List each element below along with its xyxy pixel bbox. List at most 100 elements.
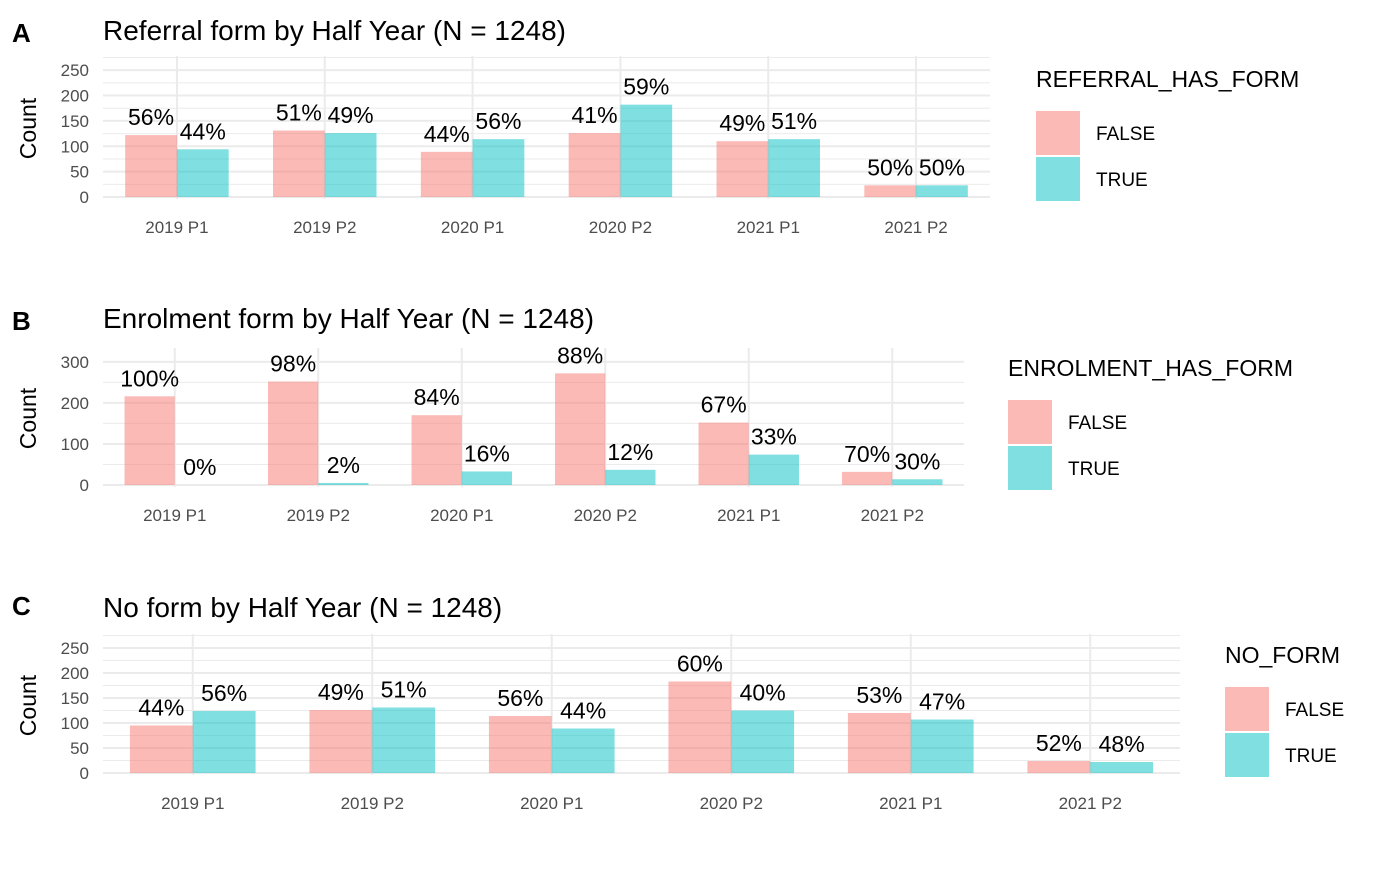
panel-c-data-label: 44% bbox=[138, 695, 184, 721]
panel-a-bar-false bbox=[420, 151, 473, 197]
panel-b-data-label: 33% bbox=[751, 424, 797, 450]
panel-c-y-tick-label: 50 bbox=[70, 739, 89, 758]
panel-c-bar-true bbox=[372, 707, 436, 773]
panel-c-title: No form by Half Year (N = 1248) bbox=[103, 592, 502, 623]
panel-c-data-label: 52% bbox=[1036, 730, 1082, 756]
panel-a-bar-false bbox=[125, 135, 177, 197]
panel-b-data-label: 100% bbox=[120, 365, 179, 391]
panel-c-bar-false bbox=[309, 710, 373, 773]
panel-b-y-tick-label: 0 bbox=[80, 476, 89, 495]
panel-c-x-tick-label: 2021 P1 bbox=[879, 794, 942, 813]
panel-b-legend-swatch-true bbox=[1008, 446, 1052, 490]
panel-b-bar-true bbox=[748, 454, 799, 485]
panel-b-x-tick-label: 2019 P2 bbox=[287, 506, 350, 525]
panel-a-bar-false bbox=[864, 185, 917, 197]
panel-c-bar-true bbox=[1090, 762, 1154, 773]
panel-b-bar-false bbox=[698, 422, 749, 485]
panel-a-data-label: 50% bbox=[867, 154, 913, 180]
panel-a-y-tick-label: 150 bbox=[61, 112, 89, 131]
panel-a-data-label: 51% bbox=[771, 108, 817, 134]
panel-c-legend-label-true: TRUE bbox=[1285, 746, 1337, 767]
panel-c-x-tick-label: 2019 P1 bbox=[161, 794, 224, 813]
panel-c-y-tick-label: 100 bbox=[61, 714, 89, 733]
panel-a-bar-true bbox=[176, 149, 229, 197]
panel-a-x-tick-label: 2020 P2 bbox=[589, 218, 652, 237]
panel-c-x-tick-label: 2019 P2 bbox=[341, 794, 404, 813]
panel-a-bar-false bbox=[568, 133, 621, 197]
panel-b-bar-false bbox=[124, 396, 175, 485]
panel-a-data-label: 44% bbox=[424, 121, 470, 147]
panel-b-x-tick-label: 2021 P1 bbox=[717, 506, 780, 525]
panel-a-x-tick-label: 2019 P2 bbox=[293, 218, 356, 237]
panel-c-legend-swatch-false bbox=[1225, 687, 1269, 731]
panel-a-data-label: 50% bbox=[919, 154, 965, 180]
panel-c-bar-true bbox=[731, 710, 795, 773]
panel-b-data-label: 67% bbox=[701, 392, 747, 418]
panel-b-data-label: 30% bbox=[894, 448, 940, 474]
panel-c-bar-true bbox=[551, 728, 615, 773]
panel-b-data-label: 98% bbox=[270, 351, 316, 377]
panel-b-y-tick-label: 200 bbox=[61, 394, 89, 413]
panel-c-data-label: 44% bbox=[560, 698, 606, 724]
panel-c-bar-false bbox=[488, 716, 552, 773]
panel-b-data-label: 70% bbox=[844, 441, 890, 467]
panel-b-y-tick-label: 300 bbox=[61, 353, 89, 372]
panel-c-y-axis-label: Count bbox=[15, 674, 41, 736]
panel-c-bar-true bbox=[910, 719, 974, 773]
panel-c-x-tick-label: 2020 P1 bbox=[520, 794, 583, 813]
panel-b-x-tick-label: 2020 P2 bbox=[574, 506, 637, 525]
panel-a-x-tick-label: 2021 P2 bbox=[884, 218, 947, 237]
panel-c-bar-false bbox=[1027, 761, 1091, 773]
panel-c-legend-label-false: FALSE bbox=[1285, 700, 1344, 721]
panel-a-legend-title: REFERRAL_HAS_FORM bbox=[1036, 66, 1299, 92]
panel-a-data-label: 44% bbox=[180, 118, 226, 144]
panel-c-data-label: 56% bbox=[497, 685, 543, 711]
panel-b-tag: B bbox=[12, 306, 31, 336]
panel-c-data-label: 48% bbox=[1099, 731, 1145, 757]
panel-c-data-label: 47% bbox=[919, 689, 965, 715]
panel-b-bar-true bbox=[461, 471, 512, 485]
panel-a-data-label: 56% bbox=[128, 104, 174, 130]
panel-c-bar-false bbox=[129, 725, 193, 773]
panel-c-legend-swatch-true bbox=[1225, 733, 1269, 777]
panel-b-x-tick-label: 2021 P2 bbox=[861, 506, 924, 525]
panel-a-bar-true bbox=[472, 139, 525, 197]
panel-a-bar-true bbox=[620, 104, 673, 197]
panel-a-x-tick-label: 2021 P1 bbox=[737, 218, 800, 237]
panel-b-bar-false bbox=[411, 415, 462, 485]
panel-b-legend-swatch-false bbox=[1008, 400, 1052, 444]
panel-a-data-label: 41% bbox=[572, 102, 618, 128]
panel-b-y-tick-label: 100 bbox=[61, 435, 89, 454]
panel-b-legend-title: ENROLMENT_HAS_FORM bbox=[1008, 355, 1293, 381]
panel-a-legend-label-true: TRUE bbox=[1096, 170, 1148, 191]
panel-c-data-label: 56% bbox=[201, 680, 247, 706]
panel-c-bar-false bbox=[668, 681, 732, 773]
panel-c-data-label: 53% bbox=[856, 682, 902, 708]
panel-a-data-label: 49% bbox=[328, 102, 374, 128]
panel-b-data-label: 88% bbox=[557, 342, 603, 368]
panel-b-data-label: 0% bbox=[183, 454, 216, 480]
panel-b-y-axis-label: Count bbox=[15, 387, 41, 449]
panel-b-data-label: 84% bbox=[414, 384, 460, 410]
panel-a-bar-true bbox=[768, 139, 820, 197]
panel-a-y-axis-label: Count bbox=[15, 97, 41, 159]
panel-c-data-label: 60% bbox=[677, 651, 723, 677]
panel-b-bar-true bbox=[892, 479, 943, 485]
panel-a-legend-label-false: FALSE bbox=[1096, 124, 1155, 145]
panel-a-y-tick-label: 50 bbox=[70, 163, 89, 182]
panel-c-bar-false bbox=[847, 713, 911, 773]
panel-c-data-label: 49% bbox=[318, 679, 364, 705]
panel-a-legend-swatch-false bbox=[1036, 111, 1080, 155]
panel-c-y-tick-label: 250 bbox=[61, 639, 89, 658]
panel-b-data-label: 16% bbox=[464, 440, 510, 466]
panel-c-y-tick-label: 0 bbox=[80, 764, 89, 783]
panel-c-tag: C bbox=[12, 591, 31, 621]
panel-c-y-tick-label: 150 bbox=[61, 689, 89, 708]
panel-c-data-label: 40% bbox=[740, 680, 786, 706]
panel-b-x-tick-label: 2019 P1 bbox=[143, 506, 206, 525]
panel-a-y-tick-label: 250 bbox=[61, 61, 89, 80]
panel-a-data-label: 49% bbox=[719, 110, 765, 136]
panel-c-x-tick-label: 2021 P2 bbox=[1059, 794, 1122, 813]
panel-c-data-label: 51% bbox=[381, 677, 427, 703]
